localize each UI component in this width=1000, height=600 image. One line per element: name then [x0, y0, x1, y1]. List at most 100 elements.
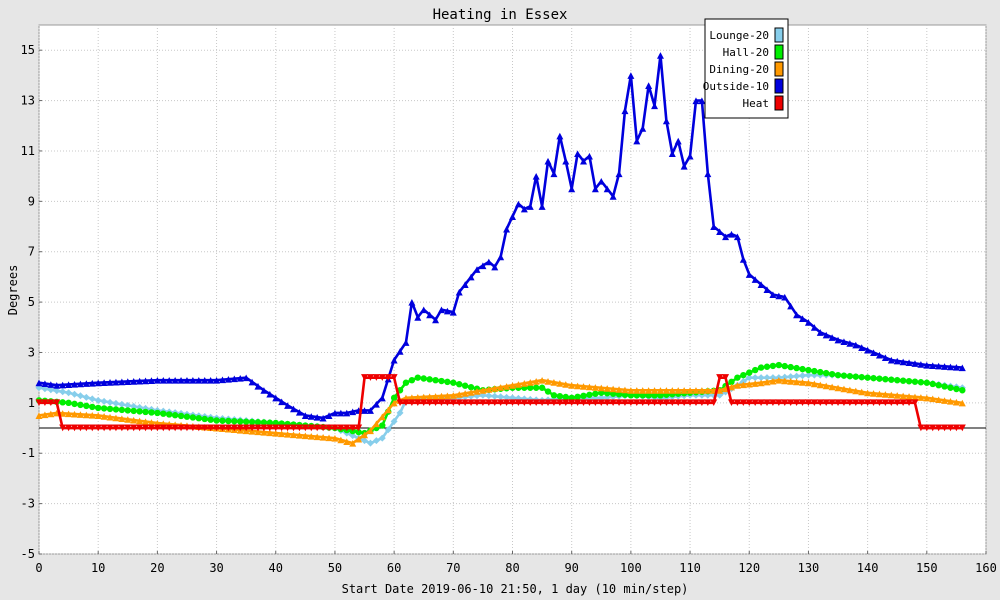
data-point: [538, 384, 546, 391]
data-point: [881, 391, 889, 398]
data-point: [461, 281, 469, 288]
data-point: [698, 97, 706, 105]
data-point: [301, 432, 309, 440]
data-point: [213, 424, 221, 432]
data-point: [402, 339, 410, 346]
data-point: [94, 396, 102, 404]
data-point: [651, 399, 659, 407]
data-point: [952, 398, 960, 406]
data-point: [65, 399, 72, 407]
data-point: [420, 375, 427, 382]
data-point: [899, 392, 907, 400]
data-point: [574, 399, 582, 407]
data-point: [793, 399, 801, 407]
data-point: [710, 399, 718, 407]
data-point: [734, 374, 741, 381]
data-point: [710, 223, 718, 231]
data-point: [65, 389, 73, 397]
data-point: [858, 399, 866, 407]
y-tick-label: 11: [21, 144, 35, 158]
data-point: [562, 399, 570, 407]
data-point: [751, 380, 759, 387]
data-point: [118, 400, 126, 408]
data-point: [130, 424, 138, 432]
data-point: [390, 356, 398, 364]
legend-swatch-lounge-20: [774, 27, 784, 43]
data-point: [372, 374, 380, 381]
data-point: [520, 380, 528, 387]
data-point: [503, 399, 511, 407]
data-point: [379, 422, 386, 429]
data-point: [355, 435, 363, 443]
data-point: [893, 357, 901, 365]
data-point: [946, 363, 954, 371]
data-point: [704, 387, 712, 394]
series-heat: [35, 374, 966, 432]
data-point: [568, 382, 576, 389]
data-point: [390, 417, 398, 425]
data-point: [781, 399, 789, 407]
data-point: [828, 383, 836, 391]
data-point: [662, 117, 670, 125]
data-point: [875, 399, 883, 407]
data-point: [864, 389, 872, 397]
data-point: [763, 374, 771, 382]
data-point: [716, 387, 724, 394]
data-point: [828, 334, 836, 341]
data-point: [763, 363, 771, 370]
data-point: [787, 373, 795, 381]
data-point: [47, 410, 55, 418]
data-point: [550, 170, 558, 178]
data-point: [727, 399, 735, 407]
data-point: [35, 399, 43, 407]
data-point: [905, 359, 913, 367]
data-point: [325, 424, 333, 432]
data-point: [82, 424, 90, 432]
data-point: [574, 150, 582, 157]
data-point: [828, 370, 836, 378]
x-tick-label: 80: [505, 561, 519, 575]
data-point: [71, 390, 79, 398]
data-point: [118, 378, 126, 386]
data-point: [147, 419, 155, 426]
data-point: [325, 434, 333, 442]
data-point: [828, 399, 836, 407]
data-point: [236, 375, 244, 382]
data-point: [437, 392, 445, 400]
data-point: [124, 424, 132, 432]
data-point: [810, 324, 818, 331]
data-point: [278, 398, 286, 406]
data-point: [816, 399, 824, 407]
data-point: [793, 372, 801, 380]
data-point: [781, 373, 789, 381]
data-point: [266, 429, 274, 437]
data-point: [775, 377, 783, 384]
data-point: [390, 374, 398, 381]
x-tick-label: 30: [209, 561, 223, 575]
x-tick-label: 10: [91, 561, 105, 575]
data-point: [840, 338, 848, 346]
data-point: [426, 393, 434, 401]
data-point: [106, 405, 114, 413]
data-point: [230, 375, 238, 383]
data-point: [656, 52, 664, 59]
data-point: [171, 377, 179, 384]
data-point: [485, 399, 493, 407]
data-point: [686, 399, 694, 407]
data-point: [592, 390, 599, 397]
data-point: [491, 399, 499, 407]
x-tick-label: 140: [857, 561, 879, 575]
data-point: [805, 366, 812, 374]
data-point: [396, 348, 404, 355]
data-point: [124, 407, 131, 414]
data-point: [852, 341, 860, 349]
data-point: [692, 399, 700, 407]
data-point: [88, 395, 96, 403]
data-point: [716, 374, 724, 381]
data-point: [366, 439, 374, 447]
data-point: [929, 362, 937, 369]
data-point: [248, 418, 256, 426]
y-tick-label: 3: [28, 345, 35, 359]
data-point: [757, 374, 765, 382]
data-point: [769, 377, 777, 385]
